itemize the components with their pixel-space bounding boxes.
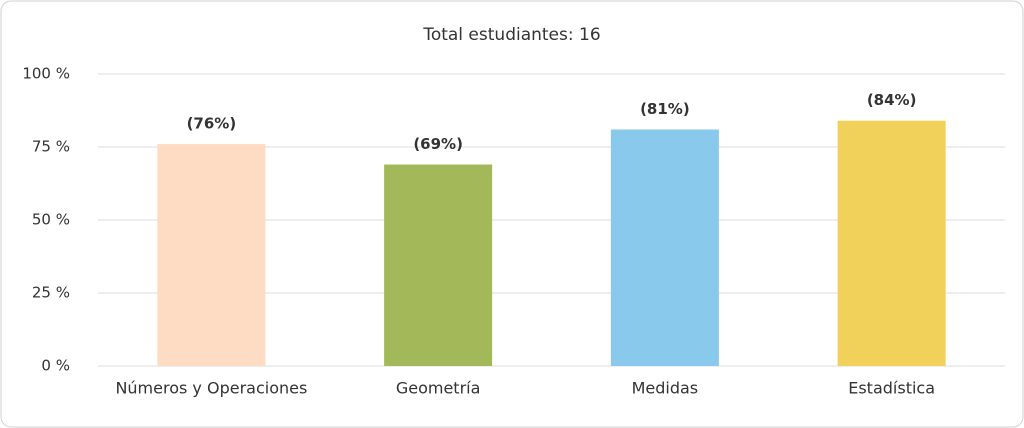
x-tick-label: Geometría	[396, 379, 481, 398]
value-label: (69%)	[413, 135, 463, 153]
bar	[837, 120, 946, 366]
bar	[610, 129, 719, 366]
bar	[384, 164, 493, 366]
chart-title: Total estudiantes: 16	[422, 25, 600, 45]
y-tick-label: 75 %	[32, 138, 70, 156]
x-tick-label: Medidas	[632, 379, 699, 398]
x-tick-label: Números y Operaciones	[115, 379, 307, 398]
value-label: (76%)	[187, 115, 237, 133]
y-tick-label: 100 %	[22, 65, 70, 83]
y-tick-label: 25 %	[32, 284, 70, 302]
y-tick-label: 0 %	[41, 357, 70, 375]
bar	[157, 144, 266, 366]
value-label: (81%)	[640, 100, 690, 118]
y-tick-label: 50 %	[32, 211, 70, 229]
value-label: (84%)	[867, 91, 917, 109]
x-tick-label: Estadística	[848, 379, 935, 398]
